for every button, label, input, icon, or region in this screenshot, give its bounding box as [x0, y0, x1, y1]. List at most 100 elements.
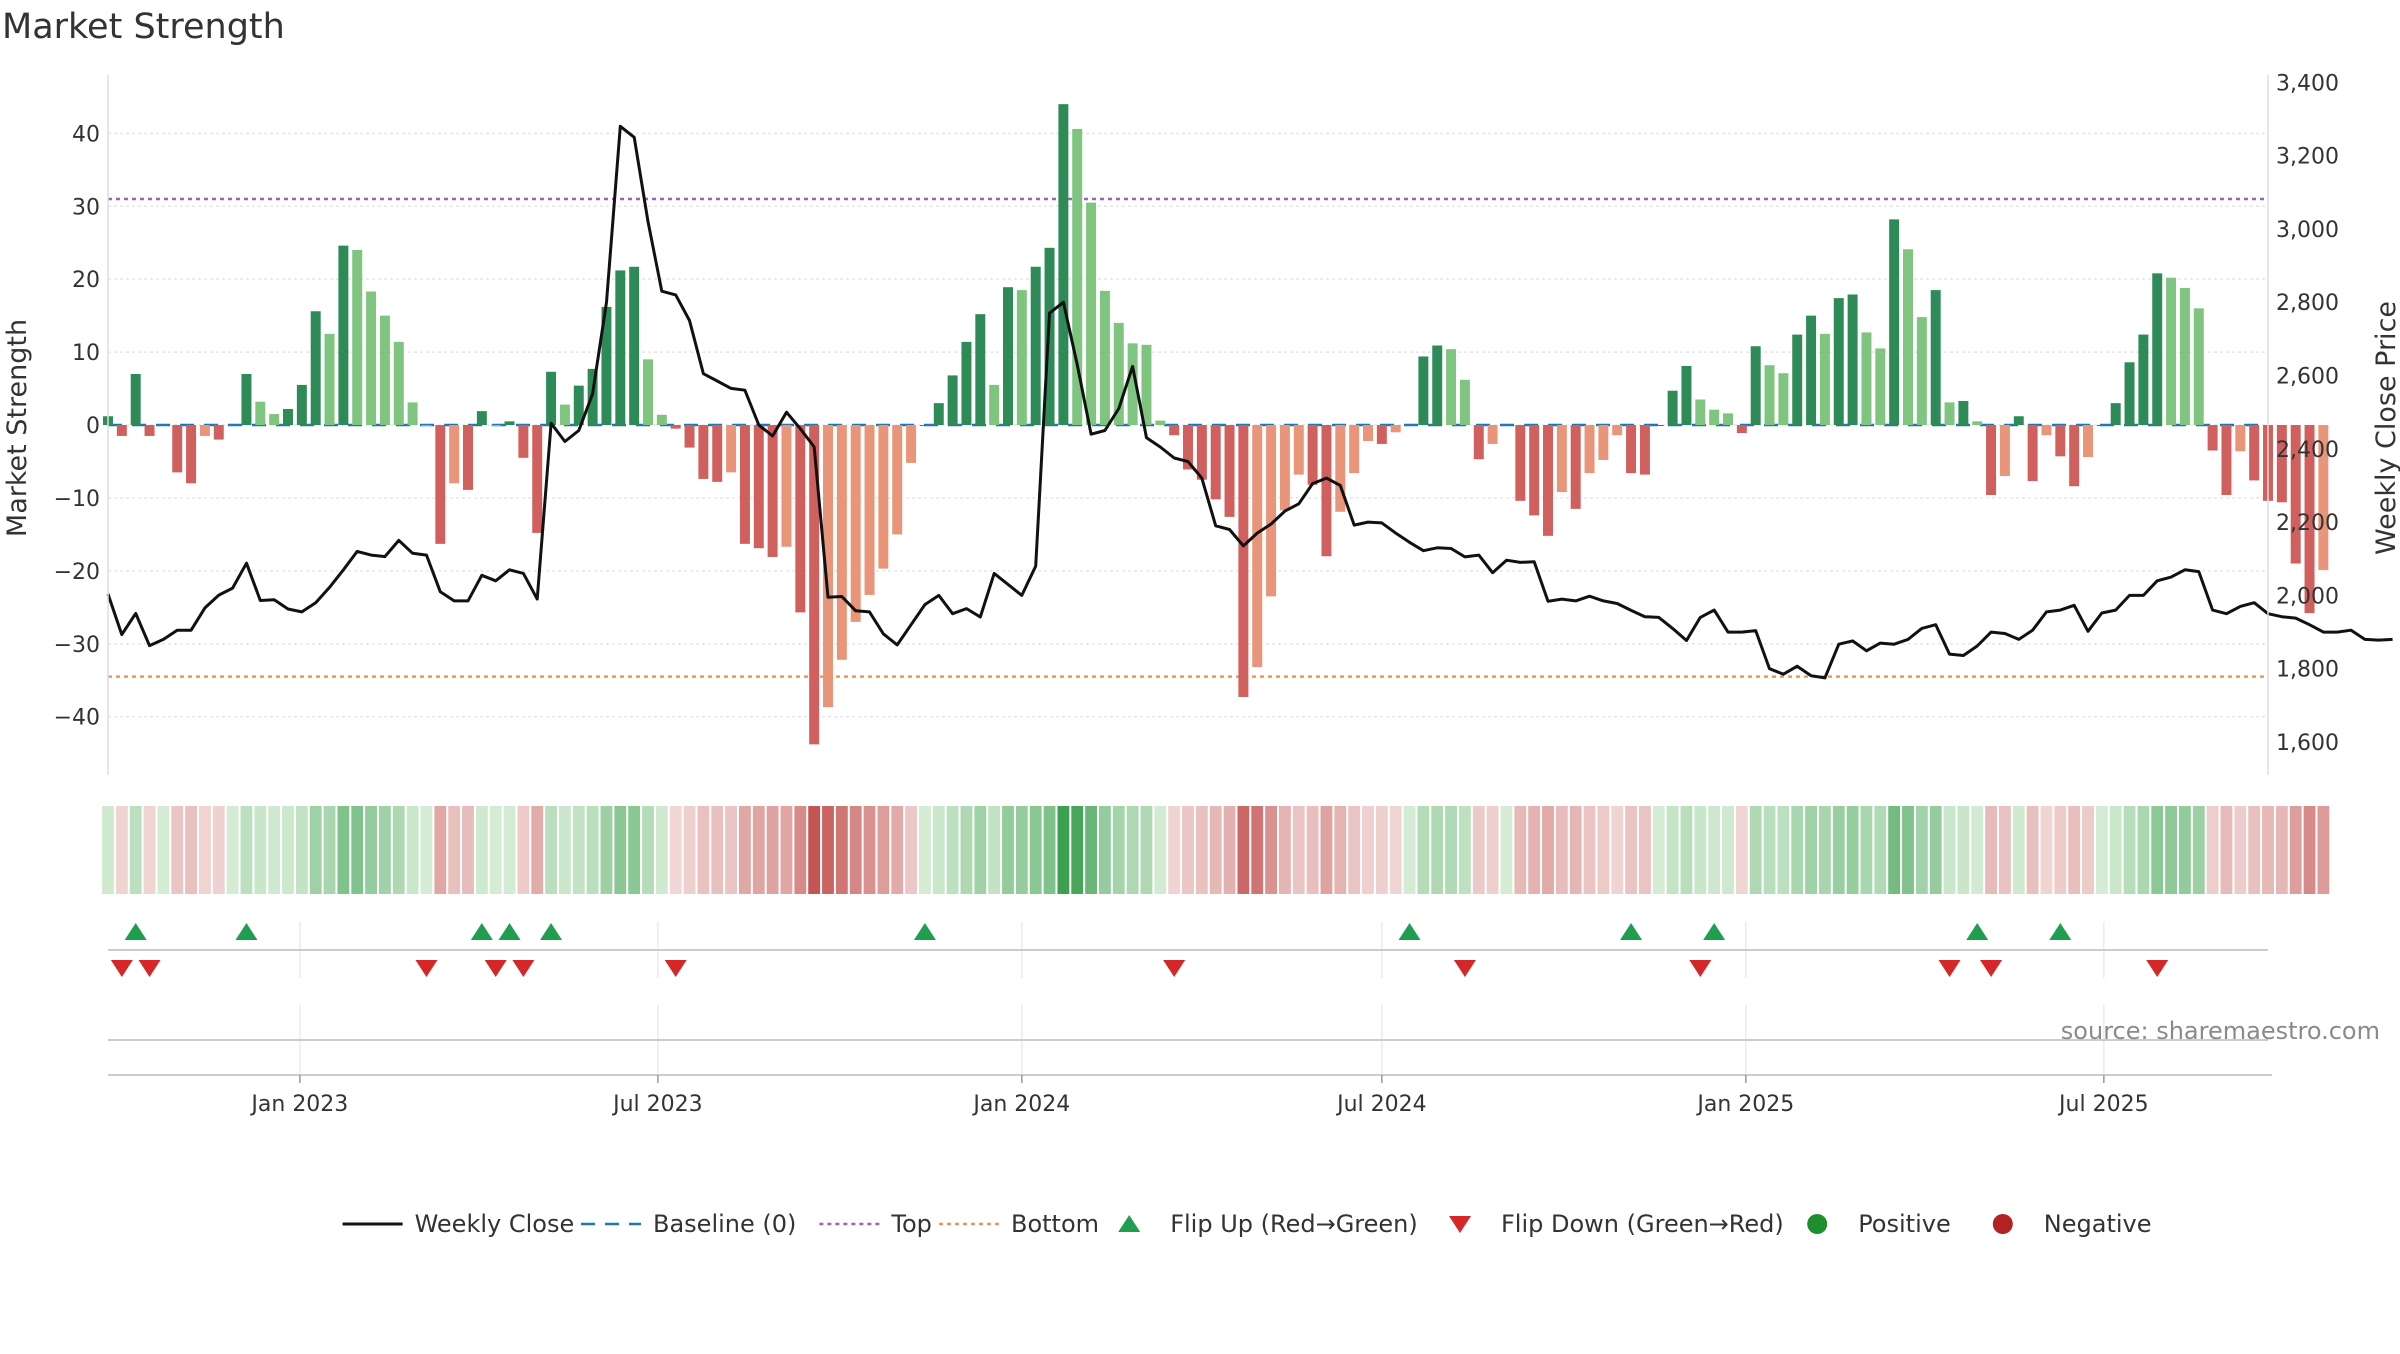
heat-cell [1999, 806, 2011, 894]
strength-bar [1612, 425, 1623, 436]
y2-tick-label: 2,000 [2276, 584, 2339, 609]
flip-down-marker [512, 960, 535, 977]
strength-bar [2027, 425, 2038, 482]
strength-bar [310, 311, 321, 425]
legend-label: Bottom [1011, 1210, 1099, 1238]
heat-cell [295, 806, 308, 894]
heat-cell [572, 806, 585, 894]
y2-tick-label: 2,200 [2276, 511, 2339, 536]
heat-cell [891, 806, 904, 894]
flip-up-marker [913, 923, 936, 940]
strength-bar [1224, 425, 1235, 517]
strength-bar [2221, 425, 2232, 495]
heat-cell [2234, 806, 2247, 894]
strength-bar [1889, 219, 1900, 425]
heat-cell [1832, 806, 1845, 894]
heat-cell [697, 806, 710, 894]
strength-bar [1293, 425, 1304, 475]
heat-cell [1763, 806, 1776, 894]
strength-bar [435, 425, 446, 544]
heat-cell [877, 806, 890, 894]
heat-cell [988, 806, 1001, 894]
heat-cell [2040, 806, 2053, 894]
strength-bar [573, 385, 584, 425]
strength-bar [172, 425, 183, 473]
heat-cell [1874, 806, 1887, 894]
strength-bar [1750, 346, 1761, 425]
heat-cell [545, 806, 557, 894]
strength-bar [352, 250, 363, 425]
heat-cell [1929, 806, 1942, 894]
heat-cell [780, 806, 793, 894]
heat-cell [351, 806, 364, 894]
heat-cell [1569, 806, 1582, 894]
heat-cell [1002, 806, 1014, 894]
strength-bar [670, 425, 681, 429]
heat-cell [1888, 806, 1901, 894]
flip-up-marker [1398, 923, 1421, 940]
heat-cell [226, 806, 239, 894]
heat-cell [974, 806, 987, 894]
heat-cell [1486, 806, 1499, 894]
strength-bar [739, 425, 750, 544]
flip-up-marker [1703, 923, 1726, 940]
strength-bar [753, 425, 764, 549]
heat-cell [1625, 806, 1637, 894]
strength-bar [1252, 425, 1263, 668]
heat-cell [1348, 806, 1361, 894]
strength-bar [1764, 365, 1775, 425]
strength-bar [823, 425, 833, 708]
strength-bar [1819, 333, 1830, 425]
strength-bar [1196, 425, 1207, 480]
heat-cell [919, 806, 931, 894]
strength-bar [1459, 379, 1470, 425]
strength-bar [1584, 425, 1595, 474]
strength-bar [1736, 425, 1747, 434]
heat-cell [2054, 806, 2067, 894]
heat-cell [1791, 806, 1804, 894]
heat-cell [683, 806, 696, 894]
strength-bar [767, 425, 778, 557]
heat-cell [1680, 806, 1693, 894]
strength-bar [1432, 345, 1443, 425]
strength-bar [227, 425, 238, 426]
y2-axis-title: Weekly Close Price [2371, 301, 2400, 555]
strength-bar [532, 425, 543, 533]
x-axis: Jan 2023 Jul 2023 Jan 2024 Jul 2024 Jan 2025… [108, 1074, 2272, 1117]
flip-down-marker [664, 960, 687, 977]
heat-cell [517, 806, 530, 894]
y-tick-label: −40 [54, 706, 100, 731]
heat-cell [309, 806, 322, 894]
legend-label: Positive [1858, 1210, 1951, 1238]
heat-cell [268, 806, 281, 894]
strength-bar [1833, 298, 1844, 425]
flip-up-marker [498, 923, 521, 940]
heat-cell [642, 806, 654, 894]
heat-cell [1555, 806, 1568, 894]
strength-bar [1986, 425, 1997, 495]
heat-cell [392, 806, 405, 894]
strength-bar [144, 425, 155, 436]
heat-cell [1417, 806, 1430, 894]
heat-cell [1112, 806, 1125, 894]
x-tick-label: Jul 2023 [611, 1092, 703, 1117]
heat-cell [2026, 806, 2039, 894]
heat-cell [1154, 806, 1167, 894]
strength-bar [2152, 273, 2163, 425]
strength-bar [2290, 425, 2301, 564]
strength-bar [449, 425, 460, 484]
strength-bar [1099, 290, 1110, 425]
strength-bar [1875, 348, 1886, 425]
heat-cell [2082, 806, 2094, 894]
strength-bar [975, 314, 986, 425]
strength-bar [1127, 343, 1138, 425]
heat-cell [2151, 806, 2164, 894]
y-tick-label: 0 [86, 414, 100, 439]
strength-bar [1155, 420, 1166, 425]
strength-bar [1930, 290, 1941, 425]
grid-lines [108, 132, 2268, 1075]
strength-bar [1473, 425, 1484, 460]
heat-cell [323, 806, 336, 894]
flip-up-marker [124, 923, 147, 940]
